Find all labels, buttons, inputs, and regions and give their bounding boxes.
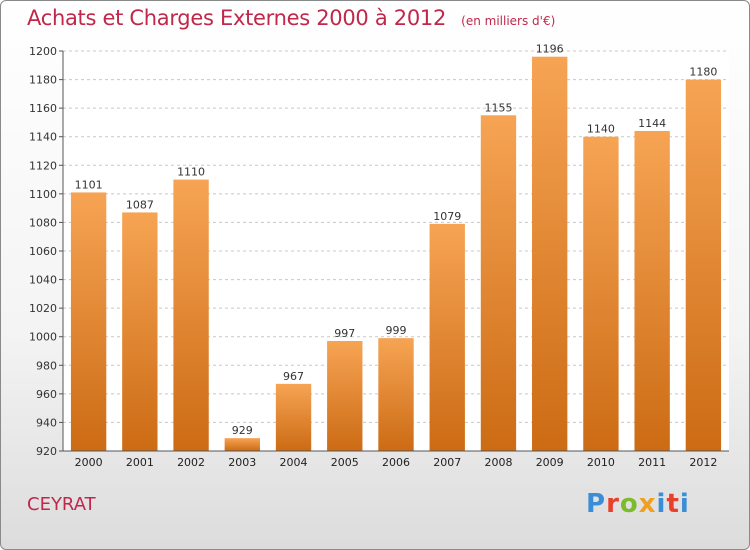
logo-letter: i — [679, 489, 690, 519]
y-tick-label: 920 — [36, 445, 57, 458]
y-tick-label: 1000 — [29, 331, 57, 344]
y-tick-label: 1100 — [29, 188, 57, 201]
bar-2005 — [327, 341, 363, 451]
place-name: CEYRAT — [27, 494, 96, 515]
bar-2002 — [173, 179, 209, 452]
value-label-2007: 1079 — [433, 210, 461, 223]
x-tick-label-2005: 2005 — [331, 456, 359, 469]
bar-2009 — [532, 56, 568, 451]
x-tick-label-2000: 2000 — [75, 456, 103, 469]
value-label-2012: 1180 — [689, 66, 717, 79]
axes: 920 940 960 980 1000 1020 1040 1060 1080 1100 1120… — [29, 45, 729, 469]
proxiti-logo: Proxiti — [586, 489, 690, 519]
y-tick-label: 1020 — [29, 302, 57, 315]
value-label-2001: 1087 — [126, 198, 154, 211]
logo-letter: P — [586, 489, 607, 519]
y-tick-label: 960 — [36, 388, 57, 401]
x-tick-label-2010: 2010 — [587, 456, 615, 469]
value-label-2009: 1196 — [536, 43, 564, 56]
bars — [70, 56, 722, 452]
y-tick-label: 1200 — [29, 45, 57, 58]
chart-title: Achats et Charges Externes 2000 à 2012 — [27, 6, 447, 30]
x-tick-label-2011: 2011 — [638, 456, 666, 469]
bar-2012 — [685, 79, 722, 452]
y-tick-label: 1080 — [29, 216, 57, 229]
x-tick-label-2006: 2006 — [382, 456, 410, 469]
y-tick-label: 1160 — [29, 102, 57, 115]
x-tick-label-2009: 2009 — [536, 456, 564, 469]
x-tick-label-2004: 2004 — [280, 456, 308, 469]
bar-2001 — [122, 212, 158, 451]
value-label-2000: 1101 — [75, 178, 103, 191]
value-label-2003: 929 — [232, 424, 253, 437]
y-tick-label: 1060 — [29, 245, 57, 258]
bar-2003 — [224, 438, 260, 451]
value-label-2008: 1155 — [484, 101, 512, 114]
y-tick-label: 940 — [36, 416, 57, 429]
value-label-2002: 1110 — [177, 166, 205, 179]
x-tick-label-2003: 2003 — [228, 456, 256, 469]
value-label-2011: 1144 — [638, 117, 666, 130]
logo-letter: i — [656, 489, 667, 519]
y-tick-label: 980 — [36, 359, 57, 372]
value-label-2010: 1140 — [587, 123, 615, 136]
logo-letter: o — [619, 489, 639, 519]
x-tick-label-2002: 2002 — [177, 456, 205, 469]
value-labels: 1101 1087 1110 929 967 997 999 1079 1155 1196 1140… — [75, 43, 718, 437]
x-tick-label-2008: 2008 — [484, 456, 512, 469]
y-tick-label: 1040 — [29, 274, 57, 287]
logo-letter: t — [666, 489, 680, 519]
logo-letter: x — [638, 489, 657, 519]
value-label-2004: 967 — [283, 370, 304, 383]
y-tick-label: 1180 — [29, 74, 57, 87]
value-label-2005: 997 — [334, 327, 355, 340]
bar-2006 — [378, 338, 414, 451]
bar-2011 — [634, 131, 670, 451]
bar-2010 — [583, 136, 619, 451]
value-label-2006: 999 — [386, 324, 407, 337]
bar-2000 — [70, 192, 107, 451]
bar-2008 — [480, 115, 517, 452]
x-tick-label-2001: 2001 — [126, 456, 154, 469]
chart-header: Achats et Charges Externes 2000 à 2012 (… — [27, 6, 555, 30]
x-tick-label-2012: 2012 — [689, 456, 717, 469]
bar-2004 — [275, 383, 312, 451]
bar-2007 — [429, 223, 465, 451]
y-tick-label: 1120 — [29, 159, 57, 172]
chart-subtitle: (en milliers d'€) — [461, 14, 556, 28]
logo-letter: r — [606, 489, 620, 519]
x-tick-label-2007: 2007 — [433, 456, 461, 469]
y-tick-label: 1140 — [29, 131, 57, 144]
